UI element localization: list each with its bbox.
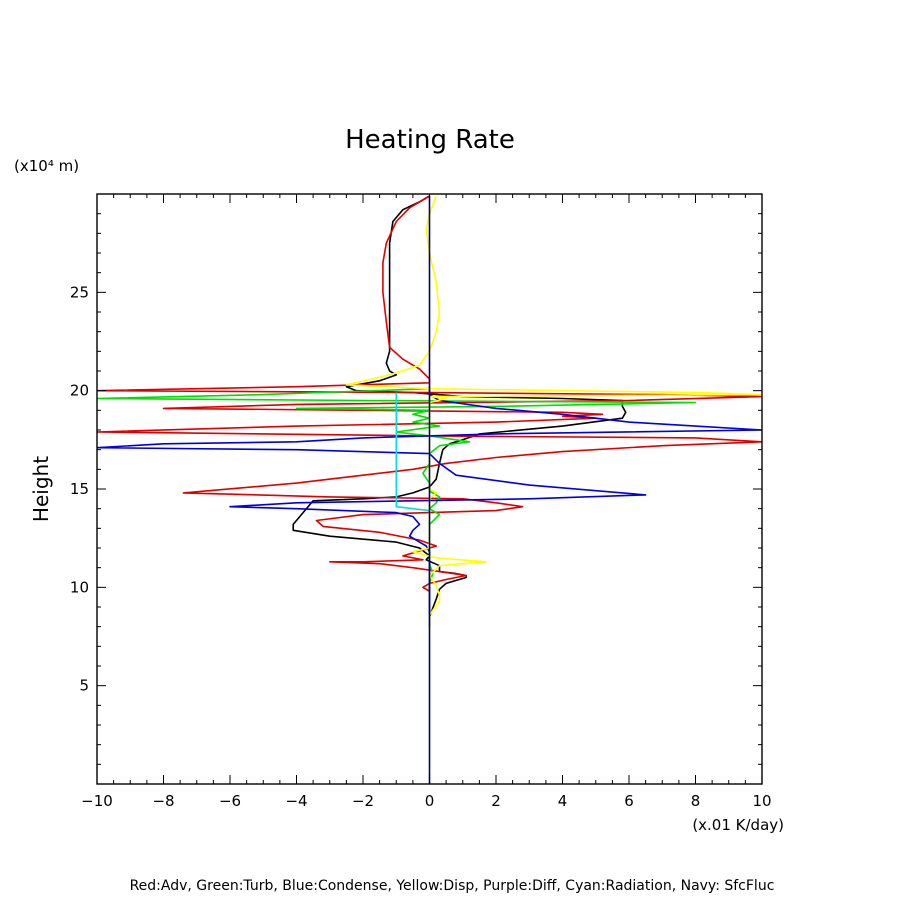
x-tick-label: −10: [81, 792, 113, 810]
y-tick-label: 10: [70, 578, 89, 596]
chart-title: Heating Rate: [345, 125, 515, 155]
y-axis-label: Height: [29, 456, 53, 522]
x-tick-label: 6: [624, 792, 634, 810]
x-tick-label: 4: [558, 792, 568, 810]
x-tick-label: 0: [425, 792, 435, 810]
series-layer: [97, 195, 762, 784]
series-line-adv-0: [292, 195, 627, 627]
y-axis-unit: (x10⁴ m): [14, 157, 79, 175]
x-tick-label: 2: [491, 792, 501, 810]
y-tick-label: 5: [79, 677, 89, 695]
x-axis-label: (x.01 K/day): [692, 816, 784, 834]
legend-note: Red:Adv, Green:Turb, Blue:Condense, Yell…: [130, 878, 775, 894]
x-tick-label: −4: [285, 792, 307, 810]
x-tick-label: −8: [152, 792, 174, 810]
series-line-condense-3: [97, 386, 762, 627]
x-tick-label: 8: [691, 792, 701, 810]
y-tick-label: 20: [70, 382, 89, 400]
x-tick-label: 10: [752, 792, 771, 810]
ticks-layer: −10 −8 −6 −4 −2 0 2 4 6 8 10 5 10 15 20 25: [70, 194, 772, 810]
series-line-disp-4: [345, 195, 762, 635]
x-tick-label: −6: [219, 792, 241, 810]
y-tick-label: 25: [70, 283, 89, 301]
x-tick-label: −2: [352, 792, 374, 810]
y-tick-label: 15: [70, 480, 89, 498]
series-line-radiation-5: [395, 392, 430, 512]
plot-frame: [96, 193, 763, 785]
